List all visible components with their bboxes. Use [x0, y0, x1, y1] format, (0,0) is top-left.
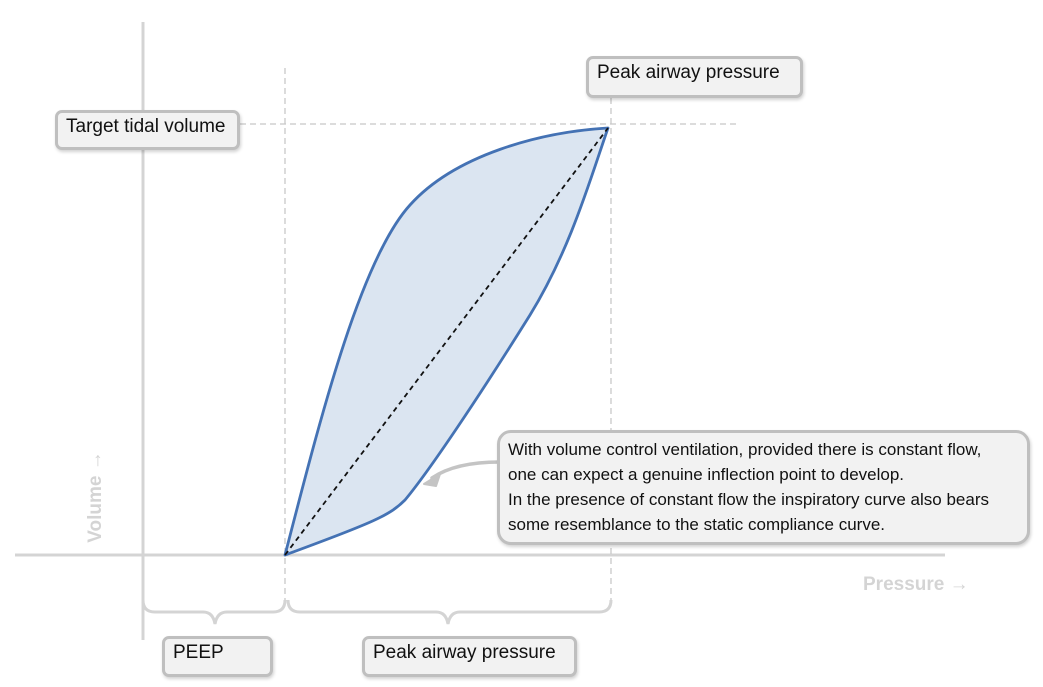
peak-pressure-brace — [286, 599, 613, 625]
callout-arrow-head — [423, 473, 441, 487]
pv-loop — [283, 126, 610, 557]
peak-airway-pressure-top-label: Peak airway pressure — [586, 56, 803, 98]
peep-label: PEEP — [162, 636, 273, 677]
peak-airway-pressure-bottom-label: Peak airway pressure — [362, 636, 577, 677]
note-line: one can expect a genuine inflection poin… — [508, 465, 905, 484]
target-tidal-volume-label: Target tidal volume — [55, 110, 240, 150]
note-line: In the presence of constant flow the ins… — [508, 490, 989, 509]
inflection-note: With volume control ventilation, provide… — [497, 430, 1030, 545]
peep-brace — [141, 599, 287, 625]
note-line: some resemblance to the static complianc… — [508, 515, 886, 534]
note-line: With volume control ventilation, provide… — [508, 440, 982, 459]
y-axis-title: Volume → — [85, 451, 106, 543]
x-axis-title: Pressure → — [863, 574, 969, 595]
callout-arrow — [430, 460, 502, 480]
